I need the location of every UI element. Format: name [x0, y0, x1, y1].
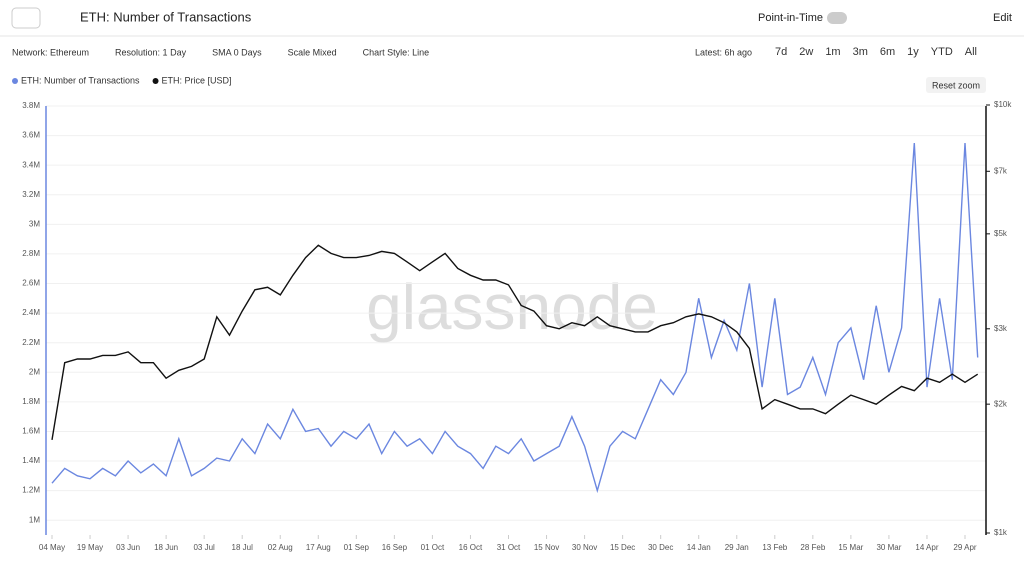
- legend-label[interactable]: ETH: Price [USD]: [162, 75, 232, 85]
- x-tick-label: 03 Jun: [116, 543, 140, 552]
- x-tick-label: 15 Mar: [838, 543, 863, 552]
- y2-tick-label: $5k: [994, 229, 1008, 238]
- sidebar-button[interactable]: [11, 7, 41, 29]
- x-tick-label: 01 Sep: [344, 543, 370, 552]
- x-tick-label: 15 Dec: [610, 543, 635, 552]
- x-tick-label: 30 Mar: [876, 543, 901, 552]
- x-tick-label: 03 Jul: [193, 543, 215, 552]
- x-tick-label: 29 Jan: [725, 543, 749, 552]
- x-tick-label: 30 Dec: [648, 543, 673, 552]
- x-tick-label: 18 Jun: [154, 543, 178, 552]
- edit-button[interactable]: Edit: [993, 12, 1012, 24]
- reset-zoom-button[interactable]: [926, 77, 986, 93]
- pit-label: Point-in-Time: [758, 12, 823, 24]
- x-tick-label: 30 Nov: [572, 543, 597, 552]
- control[interactable]: Scale Mixed: [288, 47, 337, 57]
- range-button[interactable]: 2w: [799, 46, 813, 58]
- x-tick-label: 29 Apr: [953, 543, 976, 552]
- x-tick-label: 16 Oct: [459, 543, 483, 552]
- control[interactable]: SMA 0 Days: [212, 47, 262, 57]
- x-tick-label: 15 Nov: [534, 543, 559, 552]
- y-tick-label: 2.8M: [22, 249, 40, 258]
- y-tick-label: 2M: [29, 367, 40, 376]
- x-tick-label: 16 Sep: [382, 543, 408, 552]
- y2-tick-label: $7k: [994, 166, 1008, 175]
- x-tick-label: 01 Oct: [421, 543, 445, 552]
- range-button[interactable]: 1m: [825, 46, 840, 58]
- range-button[interactable]: 6m: [880, 46, 895, 58]
- series-line: [51, 244, 979, 441]
- latest: Latest: 6h ago: [695, 47, 752, 57]
- range-button[interactable]: 1y: [907, 46, 919, 58]
- y2-tick-label: $1k: [994, 528, 1008, 537]
- y-tick-label: 2.4M: [22, 308, 40, 317]
- y-tick-label: 1M: [29, 515, 40, 524]
- range-button[interactable]: 3m: [853, 46, 868, 58]
- x-tick-label: 14 Jan: [687, 543, 711, 552]
- reset-zoom[interactable]: Reset zoom: [932, 80, 980, 90]
- y-tick-label: 2.2M: [22, 338, 40, 347]
- legend-marker[interactable]: [152, 78, 159, 84]
- legend-label[interactable]: ETH: Number of Transactions: [21, 75, 140, 85]
- control[interactable]: Network: Ethereum: [12, 47, 89, 57]
- range-button[interactable]: 7d: [775, 46, 787, 58]
- toolbar: [0, 0, 1024, 36]
- x-tick-label: 18 Jul: [232, 543, 254, 552]
- x-tick-label: 17 Aug: [306, 543, 331, 552]
- x-tick-label: 31 Oct: [497, 543, 521, 552]
- pit-toggle[interactable]: [827, 12, 847, 24]
- y-tick-label: 3.2M: [22, 190, 40, 199]
- x-tick-label: 19 May: [77, 543, 103, 552]
- x-tick-label: 28 Feb: [800, 543, 825, 552]
- x-tick-label: 14 Apr: [915, 543, 938, 552]
- y-tick-label: 3M: [29, 219, 40, 228]
- control[interactable]: Chart Style: Line: [363, 47, 430, 57]
- y2-tick-label: $10k: [994, 100, 1012, 109]
- x-tick-label: 04 May: [39, 543, 65, 552]
- y-tick-label: 3.8M: [22, 101, 40, 110]
- y-tick-label: 1.2M: [22, 486, 40, 495]
- series-line: [51, 142, 979, 494]
- watermark: glassnode: [366, 271, 658, 343]
- y-tick-label: 1.4M: [22, 456, 40, 465]
- y2-tick-label: $3k: [994, 324, 1008, 333]
- x-tick-label: 02 Aug: [268, 543, 293, 552]
- range-button[interactable]: YTD: [931, 46, 953, 58]
- y-tick-label: 3.4M: [22, 160, 40, 169]
- control[interactable]: Resolution: 1 Day: [115, 47, 187, 57]
- x-tick-label: 13 Feb: [762, 543, 787, 552]
- y2-tick-label: $2k: [994, 399, 1008, 408]
- y-tick-label: 1.8M: [22, 397, 40, 406]
- range-button[interactable]: All: [965, 46, 977, 58]
- page-title: ETH: Number of Transactions: [80, 9, 252, 24]
- y-tick-label: 3.6M: [22, 131, 40, 140]
- y-tick-label: 2.6M: [22, 279, 40, 288]
- y-tick-label: 1.6M: [22, 427, 40, 436]
- legend-marker[interactable]: [12, 78, 18, 84]
